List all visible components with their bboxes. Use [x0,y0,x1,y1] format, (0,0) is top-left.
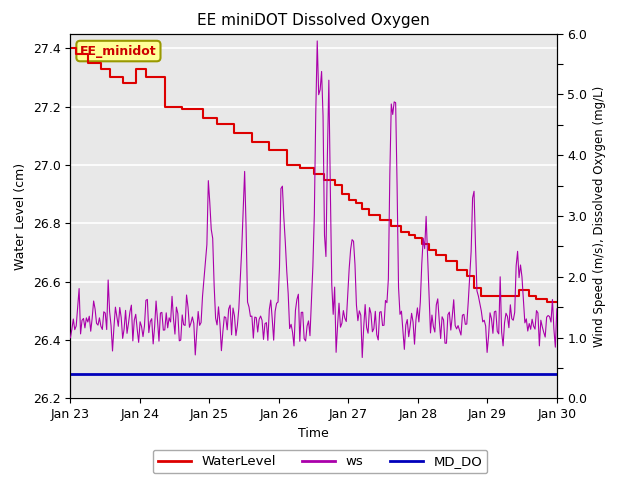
Y-axis label: Water Level (cm): Water Level (cm) [14,162,28,270]
Text: EE_minidot: EE_minidot [80,45,157,58]
Legend: WaterLevel, ws, MD_DO: WaterLevel, ws, MD_DO [152,450,488,473]
Title: EE miniDOT Dissolved Oxygen: EE miniDOT Dissolved Oxygen [197,13,430,28]
X-axis label: Time: Time [298,427,329,440]
Y-axis label: Wind Speed (m/s), Dissolved Oxygen (mg/L): Wind Speed (m/s), Dissolved Oxygen (mg/L… [593,85,606,347]
